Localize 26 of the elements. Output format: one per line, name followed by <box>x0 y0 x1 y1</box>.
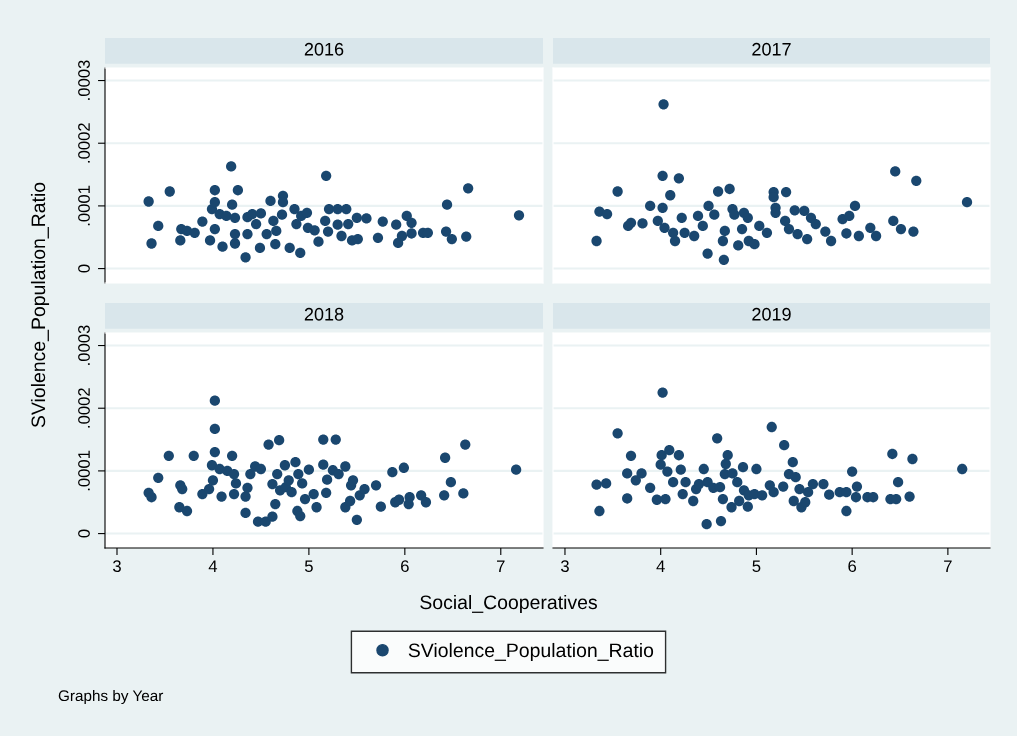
x-tick-label: 3 <box>112 560 121 573</box>
x-tick-label: 4 <box>656 560 665 572</box>
chart-title: 2017 <box>752 42 791 56</box>
x-axis-title: Social_Cooperatives <box>420 594 597 614</box>
y-tick-label: 0 <box>78 529 90 538</box>
y-tick-label: .0003 <box>78 60 90 100</box>
x-tick-label: 4 <box>208 560 218 572</box>
x-tick-label: 7 <box>497 560 505 572</box>
x-tick-label: 5 <box>304 560 313 573</box>
y-tick-label: .0002 <box>78 123 90 163</box>
chart-title: 2016 <box>304 42 344 56</box>
y-tick-label: .0002 <box>78 388 90 428</box>
y-tick-label: .0001 <box>78 185 90 226</box>
x-tick-label: 6 <box>401 560 409 573</box>
text: Graphs by Year <box>58 689 164 705</box>
x-tick-label: 7 <box>944 560 952 572</box>
x-tick-label: 6 <box>848 560 857 573</box>
chart-title: 2018 <box>304 307 344 321</box>
y-tick-label: .0003 <box>78 325 90 365</box>
x-tick-label: 3 <box>560 560 569 573</box>
chart-title: 2019 <box>752 307 791 321</box>
y-tick-label: 0 <box>78 264 90 273</box>
legend-label: SViolence_Population_Ratio <box>408 642 654 662</box>
y-tick-label: .0001 <box>78 450 90 491</box>
x-tick-label: 5 <box>752 560 761 573</box>
y-axis-title: SViolence_Population_Ratio <box>30 182 50 428</box>
